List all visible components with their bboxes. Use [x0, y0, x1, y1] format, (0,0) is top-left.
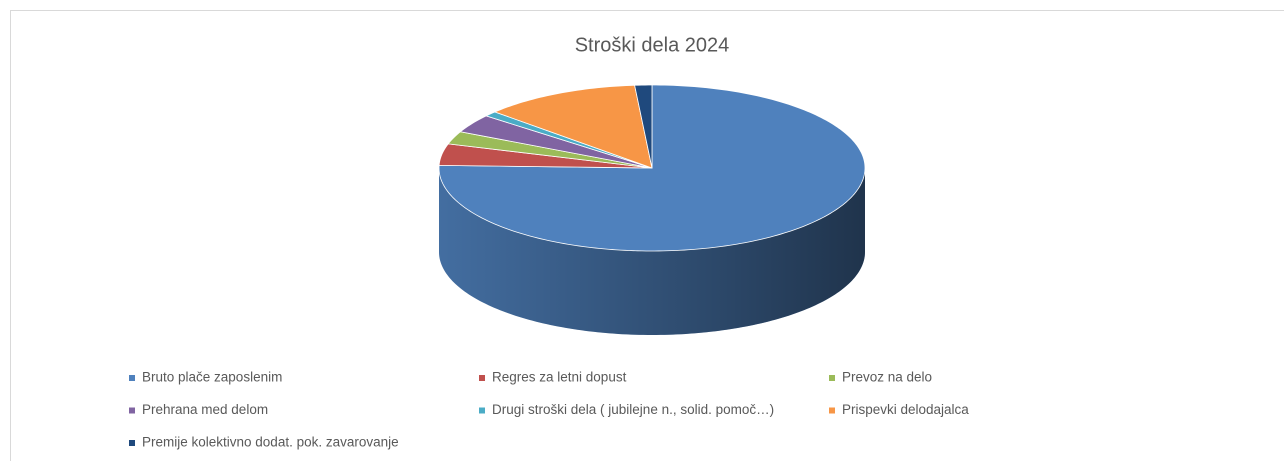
legend-marker [829, 408, 835, 414]
legend-marker [129, 440, 135, 446]
legend-marker [479, 408, 485, 414]
legend-marker [129, 375, 135, 381]
legend-marker [129, 408, 135, 414]
chart-title: Stroški dela 2024 [575, 34, 730, 56]
legend-label: Premije kolektivno dodat. pok. zavarovan… [142, 435, 399, 450]
legend-label: Prehrana med delom [142, 402, 268, 417]
legend-label: Drugi stroški dela ( jubilejne n., solid… [492, 402, 774, 417]
legend-label: Prevoz na delo [842, 370, 932, 385]
legend-marker [479, 375, 485, 381]
legend-label: Regres za letni dopust [492, 370, 627, 385]
legend-label: Bruto plače zaposlenim [142, 370, 282, 385]
legend-marker [829, 375, 835, 381]
legend-label: Prispevki delodajalca [842, 402, 969, 417]
